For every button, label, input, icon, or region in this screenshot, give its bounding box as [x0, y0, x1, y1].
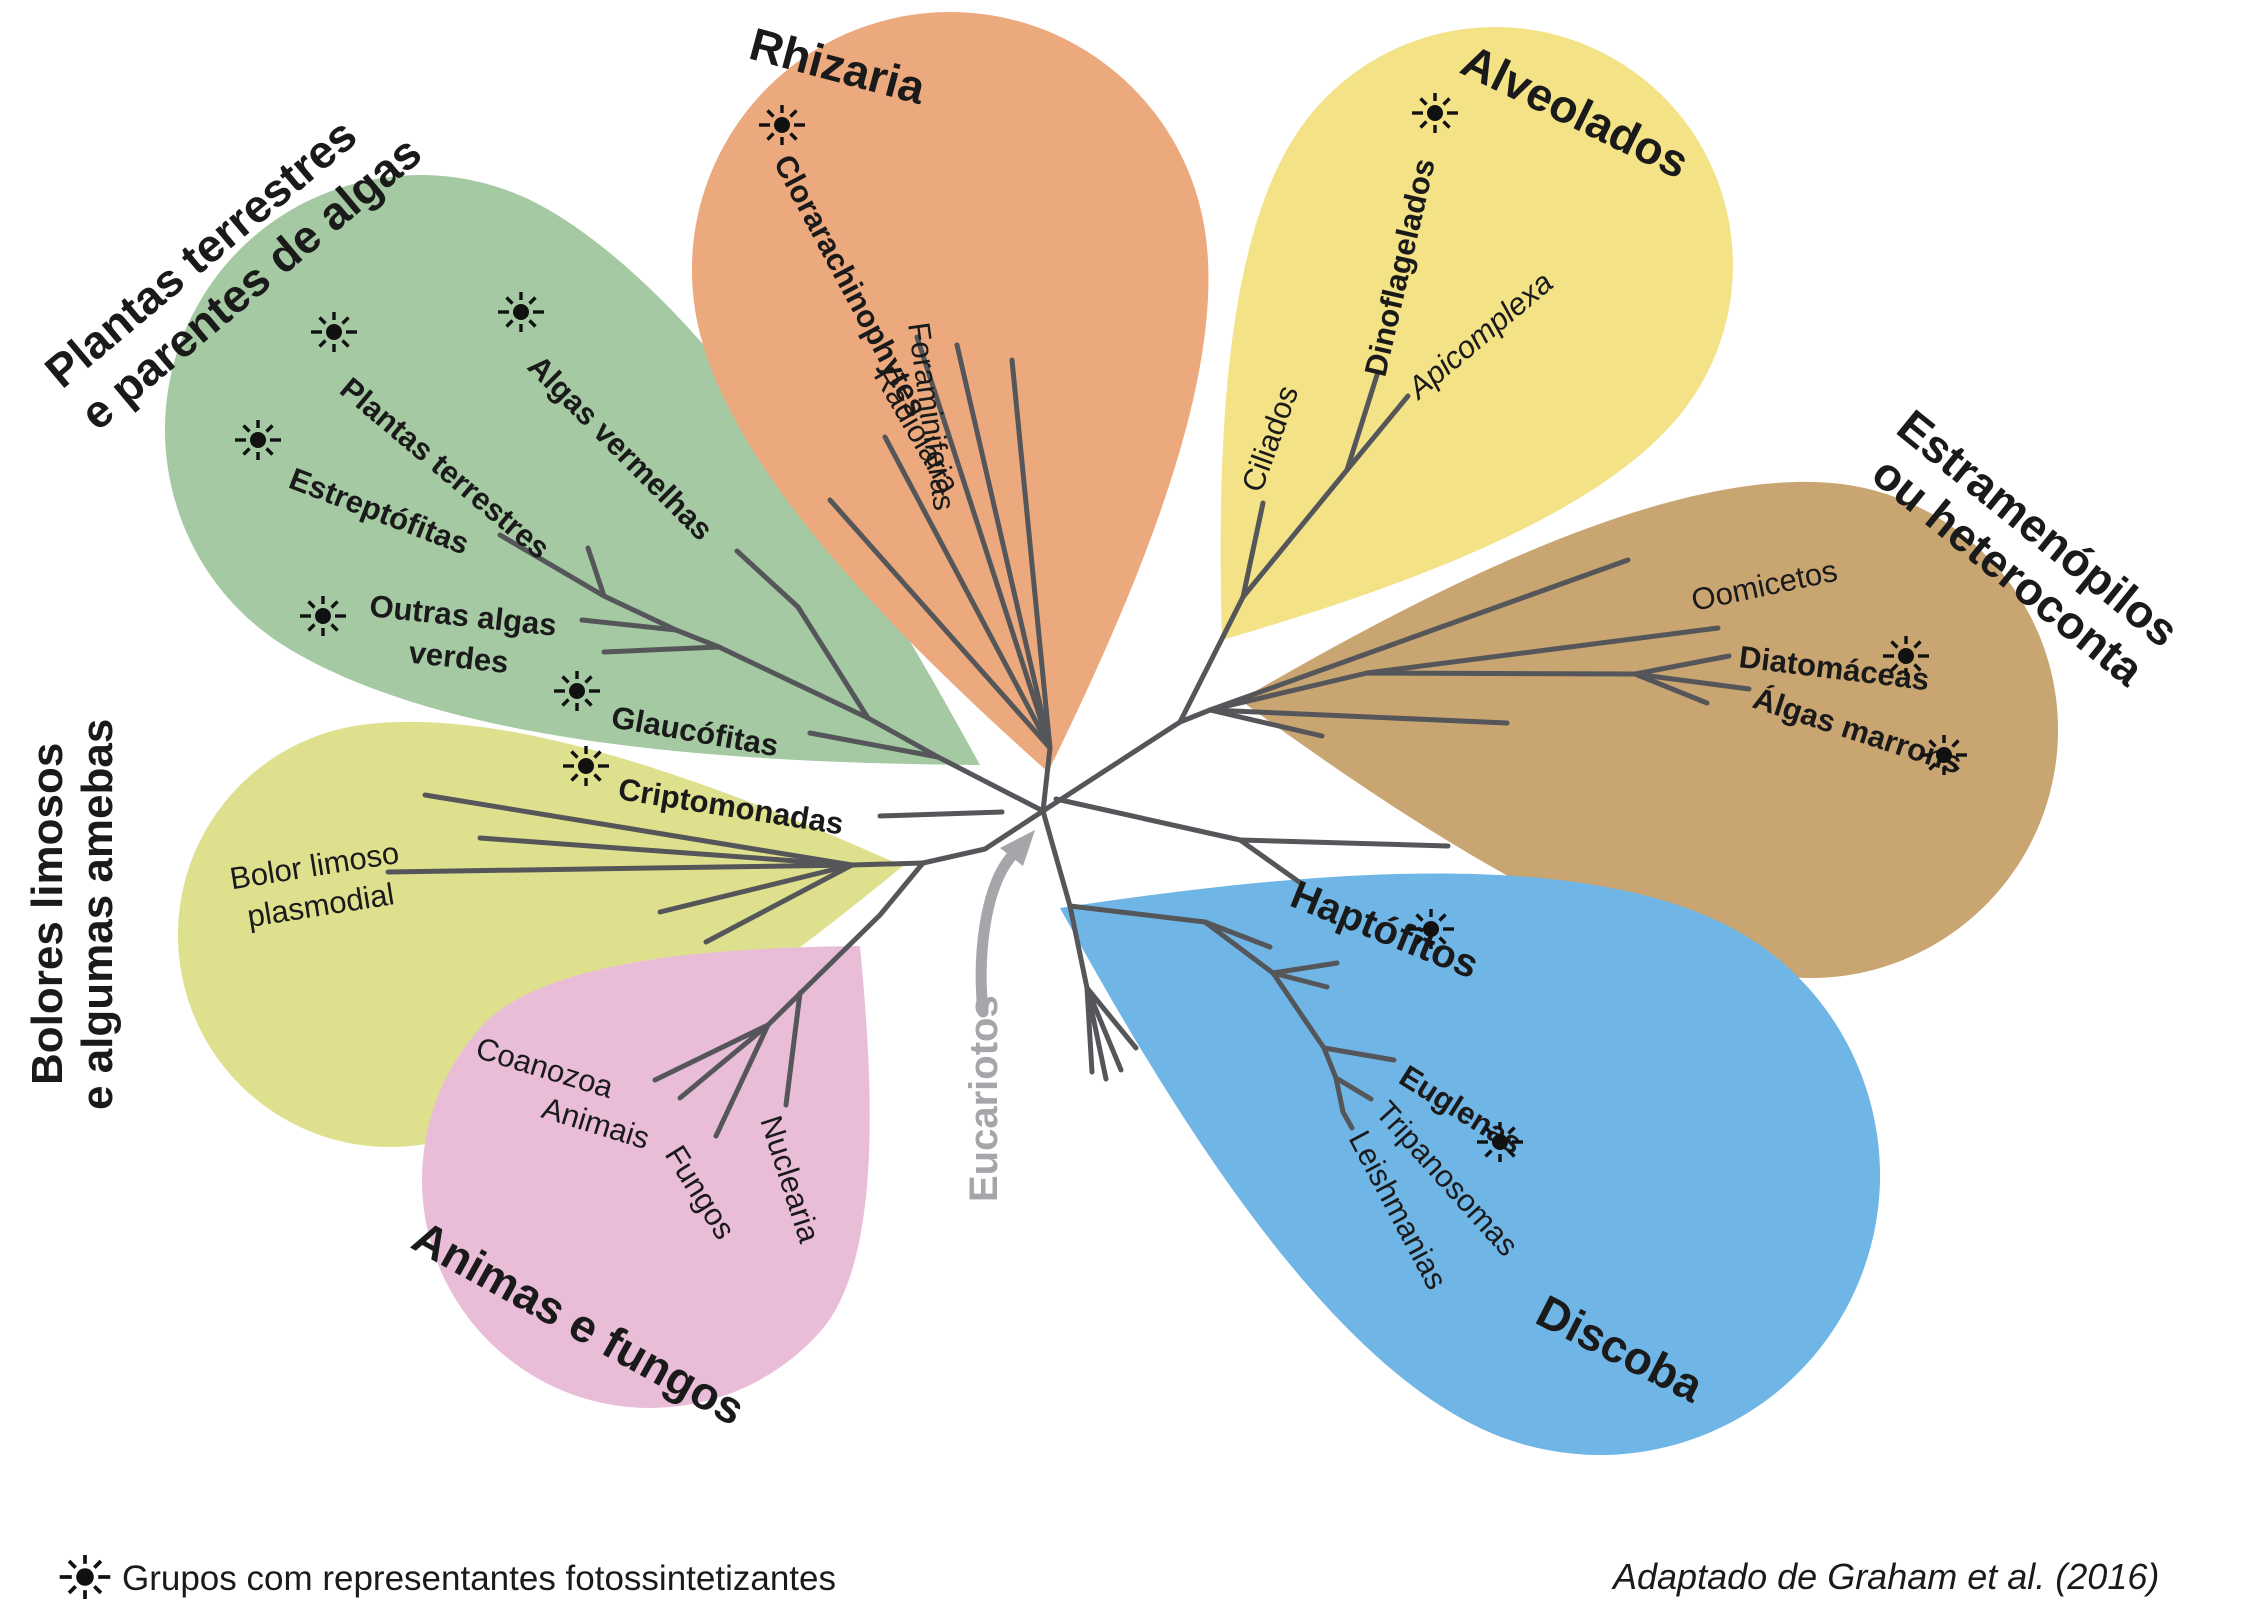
branch-bolores-fan5: [703, 862, 855, 945]
legend-label: Grupos com representantes fotossintetiza…: [122, 1559, 836, 1598]
branch-nuclearia: [783, 990, 803, 1108]
branch-bolor-limoso: [385, 862, 855, 875]
branch-bolores-trunk: [849, 860, 926, 868]
branch-brown-upper: [1207, 557, 1631, 713]
tree-branches: [385, 334, 1752, 1139]
attribution: Adaptado de Graham et al. (2016): [1611, 1556, 2159, 1597]
title-bolores-line2: e algumas amebas: [73, 719, 122, 1110]
branch-discoba-d3: [1321, 1045, 1339, 1081]
branch-haptofitos-up: [1237, 837, 1451, 849]
branch-tripanosomas: [1333, 1075, 1374, 1102]
branch-ciliados: [1240, 500, 1266, 600]
legend: Grupos com representantes fotossintetiza…: [57, 1553, 836, 1601]
branch-bolores-fan1: [422, 792, 855, 868]
branch-leishmanias: [1340, 1109, 1355, 1131]
branch-brown-x: [1632, 671, 1710, 706]
branch-coanozoa: [652, 1022, 771, 1083]
branch-discoba-d2c: [1270, 970, 1327, 1051]
branch-discoba-d2a: [1270, 960, 1340, 976]
branch-rhizaria-trunk: [1040, 745, 1053, 814]
branch-oomicetos: [1364, 625, 1721, 676]
branch-discoba-d4: [1333, 1075, 1346, 1115]
branch-discoba-trunk: [1040, 808, 1090, 991]
branch-discoba-fan2: [1084, 985, 1109, 1082]
branch-rhizaria-3: [914, 334, 1053, 751]
branch-glaucofitas: [807, 730, 941, 760]
petal-plantas: [164, 174, 980, 765]
arrow-shaft: [975, 852, 1016, 1018]
petal-group: [164, 11, 2059, 1456]
branch-plantas-terrestres: [585, 545, 607, 599]
eucariotos-arrow: [975, 830, 1035, 1018]
title-bolores: Bolores limosos e algumas amebas: [23, 719, 122, 1110]
sun-icon-legend: [57, 1553, 113, 1601]
branch-criptomonadas: [877, 809, 1005, 819]
branch-clorarachinophytes: [882, 434, 1053, 751]
petal-alveolados: [1220, 27, 1733, 640]
petal-discoba: [1060, 873, 1881, 1456]
branch-lower-stem: [920, 808, 1046, 866]
branch-discoba-fan3: [1084, 985, 1124, 1073]
branch-apicomplexa: [1344, 393, 1411, 473]
branch-haptofitos-stem: [1053, 796, 1243, 843]
branch-outras-algas-upper: [579, 617, 679, 633]
branch-discoba-d1a: [1202, 919, 1273, 950]
branch-discoba-fan4: [1084, 985, 1139, 1051]
petal-animais-fungos: [422, 946, 870, 1408]
branch-brown-low1: [1207, 707, 1325, 739]
branch-animais: [677, 1022, 771, 1101]
branch-bolores-fan4: [657, 862, 855, 915]
branch-estramenopilos-trunk: [1177, 707, 1213, 725]
branch-foraminiferas: [954, 342, 1053, 751]
branch-discoba-main: [1067, 903, 1208, 925]
branch-algas-vermelhas: [734, 548, 871, 721]
branch-outras-algas-lower: [601, 644, 722, 655]
branch-discoba-d1b: [1202, 919, 1276, 976]
branch-dinoflagelados: [1344, 372, 1380, 473]
petal-estramenopilos: [1240, 481, 2059, 979]
branch-rhizaria-5: [1009, 357, 1053, 751]
title-bolores-line1: Bolores limosos: [23, 743, 72, 1085]
arrow-head: [1000, 830, 1035, 866]
petal-bolores: [177, 721, 903, 1148]
branch-algas-marrons: [1632, 671, 1752, 692]
branch-diatomaceas: [1632, 653, 1732, 677]
branch-fungos: [713, 1022, 771, 1139]
branch-brown-low2: [1207, 707, 1510, 726]
branch-discoba-d2b: [1270, 970, 1330, 990]
branch-pink-trunk: [765, 860, 926, 1028]
branch-haptofitos-label: [1237, 837, 1305, 887]
label-eucariotos: Eucariotos: [962, 995, 1006, 1202]
branch-bolores-fan2: [477, 835, 855, 868]
petal-rhizaria: [691, 11, 1209, 773]
branch-radiolaria: [827, 497, 1053, 751]
branch-alveolados-trunk: [1040, 467, 1350, 814]
branch-euglenas: [1321, 1045, 1397, 1063]
